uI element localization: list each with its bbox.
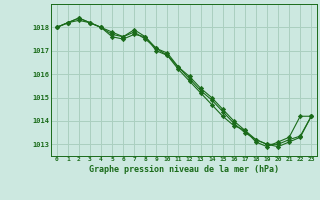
X-axis label: Graphe pression niveau de la mer (hPa): Graphe pression niveau de la mer (hPa)	[89, 165, 279, 174]
